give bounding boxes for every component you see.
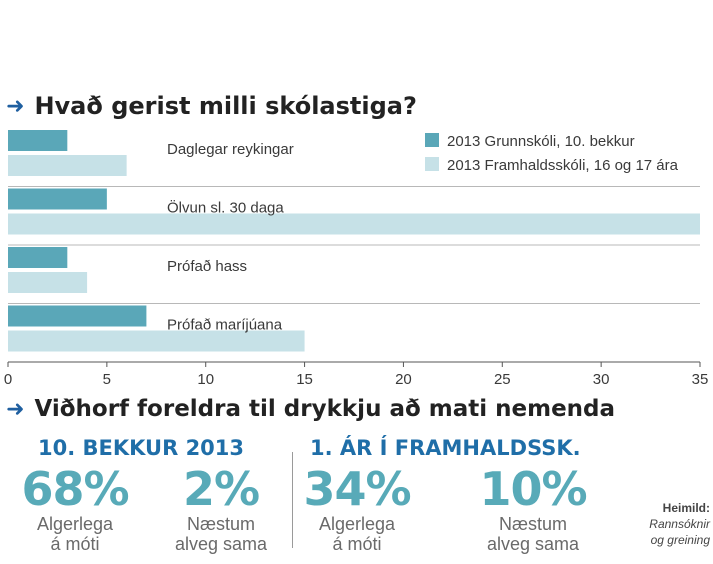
stat-value: 68% xyxy=(21,462,129,516)
stat-caption-line1: Næstum xyxy=(498,514,567,534)
group-heading-10-bekkur: 10. BEKKUR 2013 xyxy=(38,436,245,460)
legend-swatch xyxy=(425,157,439,171)
chart-title: ➜ Hvað gerist milli skólastiga? xyxy=(6,92,417,120)
x-tick-label: 20 xyxy=(395,371,412,388)
group-heading-framhaldssk: 1. ÁR Í FRAMHALDSSK. xyxy=(310,436,581,460)
stat-caption-line2: á móti xyxy=(50,534,100,554)
stat-caption-line1: Næstum xyxy=(186,514,255,534)
bar xyxy=(8,213,700,235)
x-tick-label: 5 xyxy=(103,371,111,388)
legend-swatch xyxy=(425,133,439,147)
stat-value: 10% xyxy=(479,462,587,516)
x-tick-label: 30 xyxy=(593,371,610,388)
stat-caption: Næstum alveg sama xyxy=(146,514,296,554)
source-note: Heimild: Rannsóknir og greining xyxy=(620,500,710,548)
category-label: Ölvun sl. 30 daga xyxy=(167,199,284,217)
category-label: Prófað maríjúana xyxy=(167,317,283,334)
section2-title: ➜ Viðhorf foreldra til drykkju að mati n… xyxy=(6,396,615,422)
x-tick-label: 35 xyxy=(692,371,709,388)
category-label: Daglegar reykingar xyxy=(167,141,294,158)
bar xyxy=(8,272,88,293)
source-line1: Rannsóknir xyxy=(649,517,710,531)
source-label: Heimild: xyxy=(662,501,710,515)
bar xyxy=(8,130,68,151)
x-tick-label: 25 xyxy=(494,371,511,388)
stat-caption-line1: Algerlega xyxy=(318,514,396,534)
bar xyxy=(8,188,107,210)
group-divider xyxy=(292,452,293,548)
legend-label: 2013 Grunnskóli, 10. bekkur xyxy=(447,133,635,150)
source-line2: og greining xyxy=(650,533,710,547)
stat-caption-line2: alveg sama xyxy=(486,534,580,554)
stat-value: 34% xyxy=(303,462,411,516)
stat-caption-line1: Algerlega xyxy=(36,514,114,534)
stat-value: 2% xyxy=(182,462,260,516)
arrow-right-icon: ➜ xyxy=(6,396,25,422)
x-tick-label: 10 xyxy=(197,371,214,388)
x-tick-label: 15 xyxy=(296,371,313,388)
category-label: Prófað hass xyxy=(167,258,247,275)
bar-chart: Daglegar reykingar Ölvun sl. 30 daga Prófa… xyxy=(4,130,709,388)
bar xyxy=(8,330,305,352)
x-tick-label: 0 xyxy=(4,371,12,388)
arrow-right-icon: ➜ xyxy=(6,93,25,119)
stat-caption: Algerlega á móti xyxy=(282,514,432,554)
bar xyxy=(8,247,68,268)
stat-caption-line2: á móti xyxy=(332,534,382,554)
bar xyxy=(8,305,147,327)
stat-caption-line2: alveg sama xyxy=(174,534,268,554)
stat-caption: Næstum alveg sama xyxy=(458,514,608,554)
section2-title-text: Viðhorf foreldra til drykkju að mati nem… xyxy=(34,396,616,422)
legend-label: 2013 Framhaldsskóli, 16 og 17 ára xyxy=(447,157,679,174)
stat-caption: Algerlega á móti xyxy=(0,514,150,554)
chart-title-text: Hvað gerist milli skólastiga? xyxy=(34,92,417,120)
bar xyxy=(8,155,127,176)
